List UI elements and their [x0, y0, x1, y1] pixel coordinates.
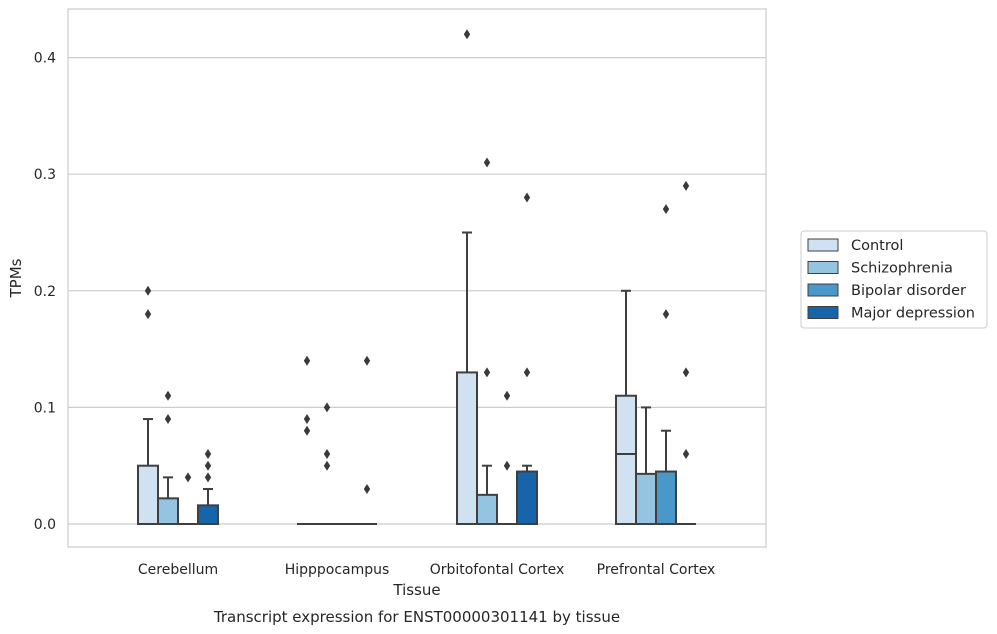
legend-swatch	[807, 261, 839, 274]
outlier-point	[303, 355, 311, 366]
box-body	[615, 394, 637, 525]
box-body	[476, 493, 498, 526]
y-tick-label: 0.0	[34, 517, 56, 533]
y-tick-label: 0.3	[34, 167, 56, 183]
box-control	[137, 285, 159, 526]
outlier-point	[523, 192, 531, 203]
x-axis-label: Tissue	[392, 581, 440, 599]
x-tick-labels: Cerebellum Hipppocampus Orbitofontal Corte…	[138, 562, 715, 578]
box-major-depression	[516, 192, 538, 525]
legend: Control Schizophrenia Bipolar disorder Majo…	[800, 230, 988, 329]
legend-entry-label: Major depression	[851, 306, 975, 322]
plot-frame	[67, 8, 767, 548]
outlier-point	[662, 309, 670, 320]
box-schizophrenia	[317, 402, 337, 525]
outlier-point	[682, 180, 690, 191]
x-tick-label: Hipppocampus	[285, 562, 390, 578]
legend-swatch	[807, 238, 839, 252]
outlier-point	[323, 449, 331, 460]
outlier-point	[483, 367, 491, 378]
legend-frame	[800, 230, 988, 329]
y-axis-label: TPMs	[7, 258, 25, 298]
y-gridlines	[68, 56, 766, 525]
box-control	[297, 355, 317, 525]
outlier-point	[523, 367, 531, 378]
box-control	[456, 29, 478, 526]
x-tick-label: Cerebellum	[138, 562, 218, 578]
outlier-point	[164, 414, 172, 425]
box-series	[137, 29, 696, 526]
outlier-point	[323, 402, 331, 413]
box-body	[157, 497, 179, 525]
outlier-point	[144, 309, 152, 320]
box-body	[655, 470, 677, 525]
box-body	[197, 504, 219, 525]
legend-entry-label: Schizophrenia	[851, 261, 953, 277]
outlier-point	[662, 204, 670, 215]
outlier-point	[204, 460, 212, 471]
y-tick-labels: 0.0 0.1 0.2 0.3 0.4	[34, 51, 56, 533]
y-tick-label: 0.2	[34, 284, 56, 300]
legend-entry-label: Control	[851, 238, 903, 254]
outlier-point	[144, 285, 152, 296]
legend-entry-label: Bipolar disorder	[851, 283, 966, 299]
box-schizophrenia	[635, 406, 657, 525]
outlier-point	[363, 484, 371, 495]
box-major-depression	[357, 355, 377, 525]
legend-swatch	[807, 306, 839, 319]
outlier-point	[204, 472, 212, 483]
outlier-point	[363, 355, 371, 366]
outlier-point	[164, 390, 172, 401]
box-body	[456, 371, 478, 526]
box-schizophrenia	[476, 157, 498, 526]
outlier-point	[463, 29, 471, 40]
box-bipolar-disorder	[497, 390, 517, 525]
outlier-point	[503, 460, 511, 471]
x-tick-label: Orbitofontal Cortex	[430, 562, 565, 578]
box-control	[615, 289, 637, 525]
outlier-point	[303, 414, 311, 425]
box-major-depression	[197, 449, 219, 525]
y-tick-label: 0.1	[34, 400, 56, 416]
box-body	[635, 472, 657, 525]
box-body	[516, 470, 538, 525]
outlier-point	[483, 157, 491, 168]
box-bipolar-disorder	[655, 204, 677, 525]
legend-swatch	[807, 283, 839, 297]
outlier-point	[184, 472, 192, 483]
outlier-point	[503, 390, 511, 401]
outlier-point	[204, 449, 212, 460]
box-body	[137, 464, 159, 526]
box-major-depression	[676, 180, 696, 525]
outlier-point	[303, 425, 311, 436]
box-schizophrenia	[157, 390, 179, 525]
y-tick-label: 0.4	[34, 51, 56, 67]
outlier-point	[323, 460, 331, 471]
outlier-point	[682, 449, 690, 460]
x-tick-label: Prefrontal Cortex	[597, 562, 716, 578]
box-bipolar-disorder	[178, 472, 198, 525]
outlier-point	[682, 367, 690, 378]
chart-caption: Transcript expression for ENST0000030114…	[213, 608, 620, 626]
